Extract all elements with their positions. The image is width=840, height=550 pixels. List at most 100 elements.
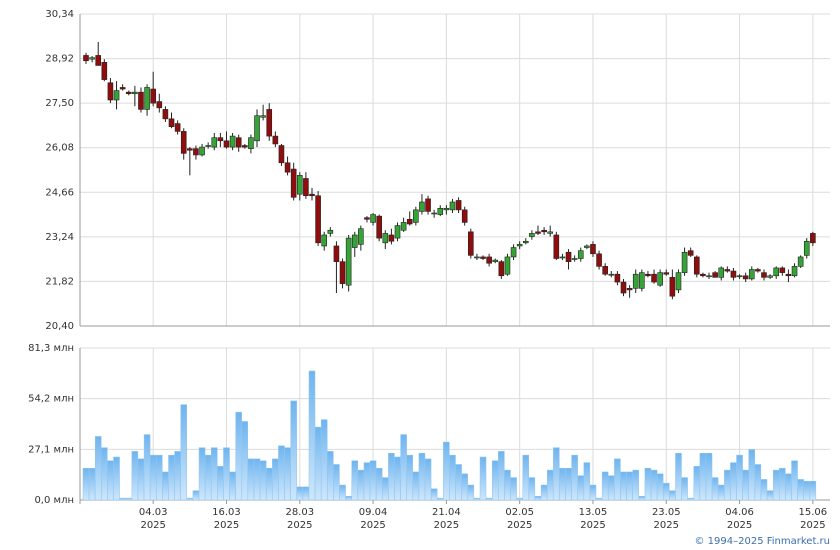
volume-bar [711, 477, 719, 501]
x-tick-label: 13.05 2025 [579, 507, 608, 531]
volume-bar [663, 482, 670, 501]
candle-body [480, 256, 486, 259]
volume-bar [699, 453, 707, 501]
candle-body [278, 145, 285, 164]
volume-bar [180, 404, 187, 501]
candle-body [95, 55, 102, 66]
volume-bar [113, 456, 120, 501]
candle-body [113, 90, 120, 101]
volume-bar [235, 411, 242, 501]
volume-bar [308, 370, 316, 501]
candle-body [455, 200, 462, 211]
volume-bar [559, 467, 566, 501]
volume-bar [394, 456, 401, 501]
candle-body [449, 201, 456, 211]
candle-body [107, 82, 114, 101]
volume-bar [675, 453, 682, 501]
candle-body [535, 231, 541, 234]
volume-bar [430, 488, 438, 501]
candle-body [431, 212, 437, 215]
candle-body [742, 275, 749, 280]
candle-body [162, 109, 169, 120]
volume-bar [730, 462, 737, 501]
volume-bar [363, 462, 371, 501]
candle-body [443, 207, 450, 211]
candle-body [669, 277, 676, 297]
volume-bar [473, 497, 481, 501]
volume-bar [724, 469, 731, 501]
candle-body [590, 244, 596, 255]
volume-bar [656, 473, 664, 501]
volume-bar [736, 454, 743, 501]
volume-bar [809, 481, 817, 501]
candle-body [345, 237, 352, 286]
volume-bar [510, 477, 517, 501]
candle-body [712, 272, 718, 278]
y-tick-label: 27,1 млн [28, 444, 74, 455]
candle-body [510, 247, 517, 258]
candle-body [761, 272, 767, 278]
candle-body [730, 270, 737, 278]
volume-bar [241, 421, 249, 501]
candle-body [272, 135, 279, 145]
volume-bar [687, 497, 694, 501]
volume-bar [577, 475, 584, 501]
volume-bar [82, 467, 90, 501]
volume-bar [485, 497, 493, 501]
volume-bar [204, 454, 212, 501]
candle-body [254, 115, 260, 142]
volume-bar [742, 469, 749, 501]
candle-body [657, 272, 663, 286]
y-tick-label: 54,2 млн [28, 394, 74, 405]
candle-body [639, 272, 645, 289]
candle-body [358, 228, 364, 245]
volume-bar [217, 466, 224, 501]
candle-body [296, 175, 303, 195]
volume-bar [467, 484, 475, 501]
candle-body [327, 229, 334, 234]
volume-bar [424, 458, 432, 501]
volume-bar [186, 497, 194, 501]
candle-body [260, 115, 266, 118]
volume-bar [174, 451, 181, 501]
volume-bar [131, 451, 139, 501]
candle-body [785, 273, 792, 277]
x-tick-label: 04.03 2025 [139, 507, 168, 531]
volume-bar [571, 454, 578, 501]
candle-body [138, 91, 144, 110]
volume-bar [443, 441, 450, 501]
candle-body [364, 217, 370, 220]
volume-bar [449, 454, 456, 501]
volume-bar [669, 490, 676, 501]
volume-bar [192, 490, 200, 501]
volume-bar [137, 458, 145, 501]
candle-body [89, 57, 95, 60]
volume-bar [149, 454, 157, 501]
y-tick-label: 26,08 [45, 143, 74, 154]
candle-body [608, 273, 615, 276]
volume-bar [278, 445, 285, 501]
x-tick-label: 23.05 2025 [652, 507, 681, 531]
candle-body [571, 258, 578, 260]
volume-bar [632, 469, 639, 501]
candle-body [797, 256, 804, 267]
volume-bar [223, 447, 230, 501]
candle-body [736, 275, 743, 278]
volume-bar [290, 400, 297, 501]
volume-bar [339, 484, 346, 501]
candle-body [132, 91, 138, 95]
volume-bar [333, 464, 340, 501]
candle-body [584, 245, 590, 248]
volume-bar [650, 469, 658, 501]
volume-bar [528, 477, 536, 501]
volume-bar [455, 464, 462, 501]
copyright[interactable]: © 1994–2025 Finmarket.ru [694, 536, 830, 547]
volume-bar [375, 467, 383, 501]
candle-body [541, 229, 547, 233]
candle-body [767, 275, 773, 278]
volume-bar [608, 475, 615, 501]
volume-bar [785, 473, 792, 501]
y-tick-label: 81,3 млн [28, 343, 74, 354]
candle-body [724, 269, 731, 272]
